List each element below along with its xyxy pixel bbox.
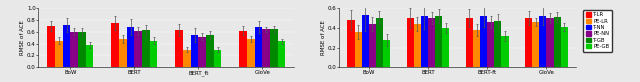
Bar — [247, 39, 255, 67]
Bar — [428, 18, 435, 67]
Bar — [442, 28, 449, 67]
Bar — [383, 40, 390, 67]
Bar — [540, 16, 547, 67]
Bar — [86, 45, 93, 67]
Bar — [63, 25, 70, 67]
Bar — [198, 37, 206, 67]
Bar — [473, 30, 480, 67]
Bar — [150, 41, 157, 67]
Y-axis label: RMSE of ACE: RMSE of ACE — [20, 20, 26, 55]
Y-axis label: RMSE of ACE: RMSE of ACE — [321, 20, 326, 55]
Bar — [348, 20, 355, 67]
Bar — [421, 16, 428, 67]
Bar — [119, 39, 127, 67]
Bar — [127, 27, 134, 67]
Bar — [547, 18, 554, 67]
Bar — [183, 50, 191, 67]
Bar — [206, 35, 214, 67]
Bar — [480, 16, 487, 67]
Bar — [255, 27, 262, 67]
Bar — [561, 27, 568, 67]
Legend: T-LR, PE-LR, T-NN, PE-NN, T-GB, PE-GB: T-LR, PE-LR, T-NN, PE-NN, T-GB, PE-GB — [584, 10, 612, 52]
Bar — [134, 31, 142, 67]
Bar — [362, 15, 369, 67]
Bar — [406, 18, 414, 67]
Bar — [466, 18, 473, 67]
Bar — [525, 18, 532, 67]
Bar — [214, 50, 221, 67]
Bar — [435, 16, 442, 67]
Bar — [47, 26, 55, 67]
Bar — [487, 22, 494, 67]
Bar — [501, 36, 509, 67]
Bar — [270, 29, 278, 67]
Bar — [278, 41, 285, 67]
Bar — [554, 17, 561, 67]
Bar — [191, 35, 198, 67]
Bar — [532, 22, 540, 67]
Bar — [55, 41, 63, 67]
Bar — [78, 32, 86, 67]
Bar — [175, 30, 183, 67]
Bar — [414, 24, 421, 67]
Bar — [111, 23, 119, 67]
Bar — [142, 30, 150, 67]
Bar — [70, 32, 78, 67]
Bar — [262, 29, 270, 67]
Bar — [494, 21, 501, 67]
Bar — [369, 24, 376, 67]
Bar — [239, 31, 247, 67]
Bar — [355, 32, 362, 67]
Bar — [376, 18, 383, 67]
